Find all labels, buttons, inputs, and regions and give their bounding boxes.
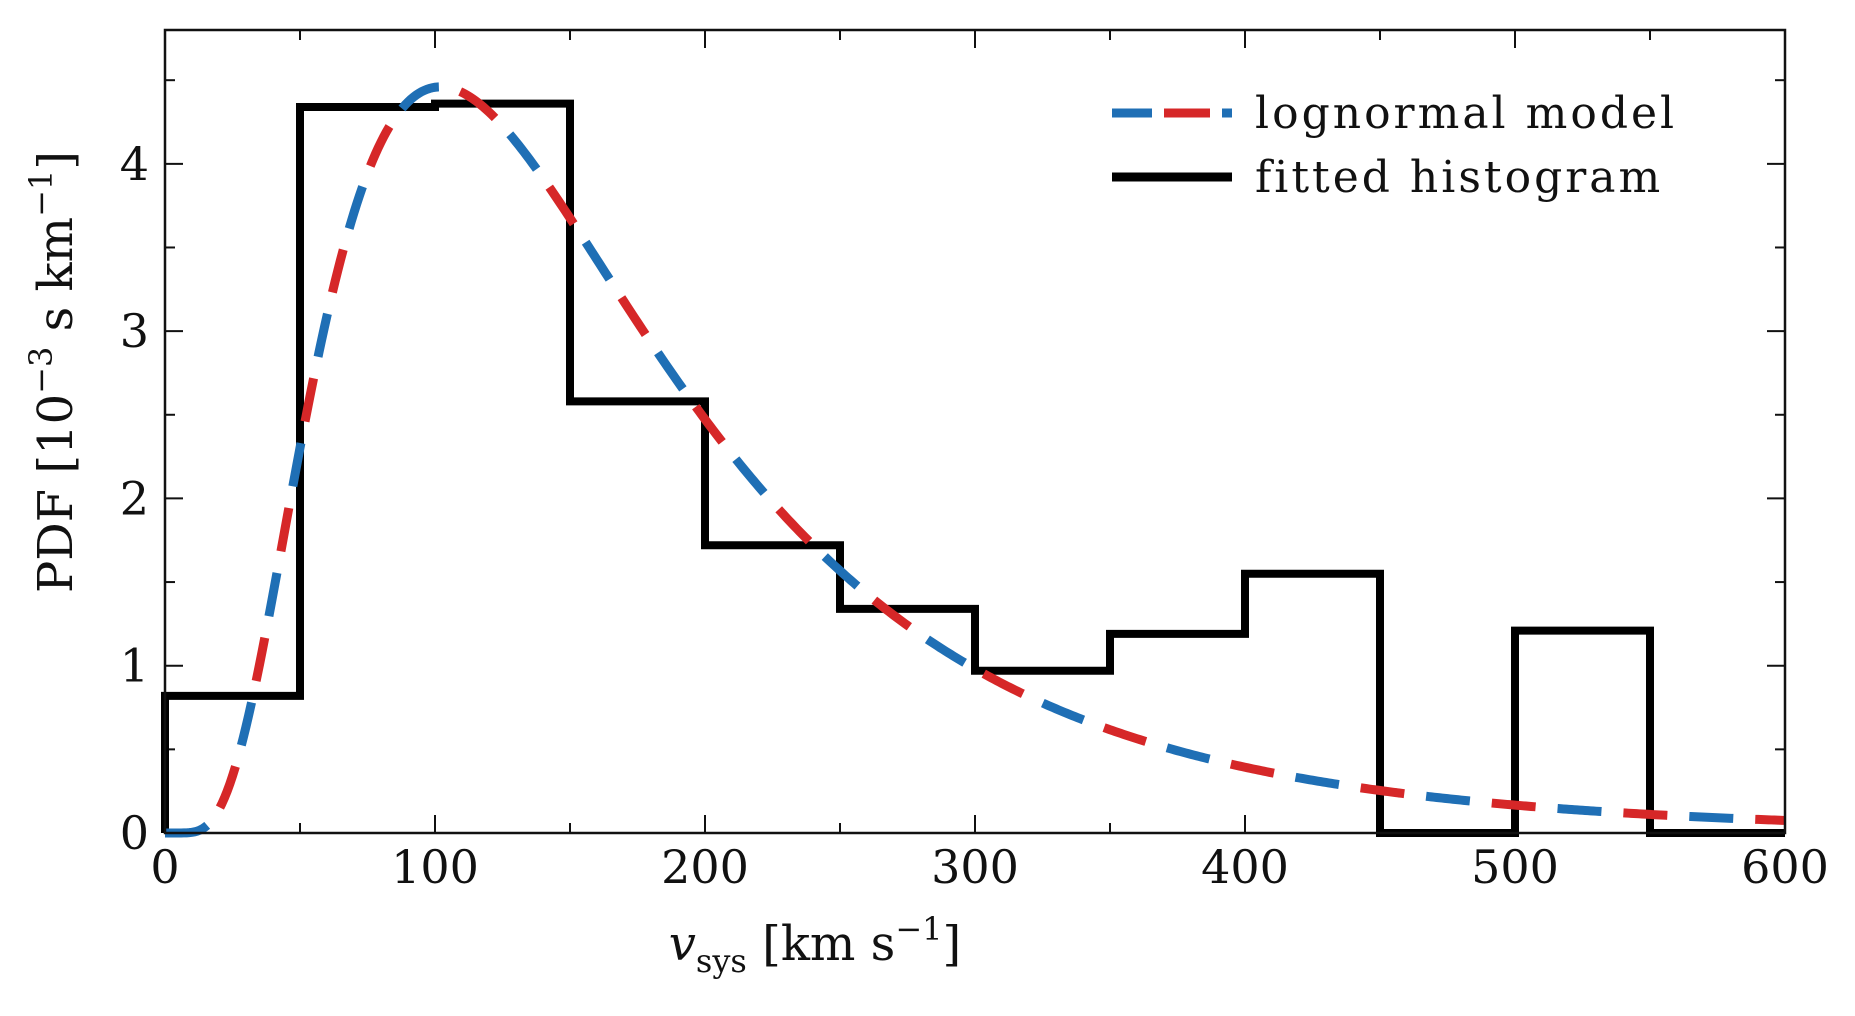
x-tick-label: 300 xyxy=(931,840,1019,894)
ticks-layer xyxy=(164,30,1786,834)
y-tick-label: 1 xyxy=(120,639,149,693)
x-tick-label: 200 xyxy=(661,840,749,894)
x-axis-label-var: v xyxy=(669,916,696,972)
plot-frame xyxy=(163,28,1787,835)
x-axis-label-sub: sys xyxy=(696,942,747,980)
y-axis-label-exp2: −1 xyxy=(22,170,60,217)
y-axis-label-prefix: PDF [10 xyxy=(28,394,84,593)
legend: lognormal model fitted histogram xyxy=(1112,88,1677,203)
x-axis-label-close: ] xyxy=(942,916,961,972)
x-axis-label-exp: −1 xyxy=(895,910,942,948)
lognormal-curve-red xyxy=(165,82,1786,838)
x-axis-label: vsys [km s−1] xyxy=(669,910,961,980)
y-axis-label-close: ] xyxy=(28,151,84,170)
x-axis-label-unit: [km s xyxy=(747,916,895,972)
y-tick-label: 2 xyxy=(120,471,149,525)
y-tick-label: 3 xyxy=(120,304,149,358)
y-tick-label: 4 xyxy=(120,137,149,191)
x-tick-label: 0 xyxy=(150,840,179,894)
legend-label-lognormal: lognormal model xyxy=(1255,88,1677,139)
x-tick-label: 100 xyxy=(391,840,479,894)
y-axis-label: PDF [10−3 s km−1] xyxy=(22,151,84,593)
x-tick-label: 600 xyxy=(1741,840,1829,894)
x-tick-label: 500 xyxy=(1471,840,1559,894)
lognormal-curve-blue xyxy=(165,82,1786,838)
y-axis-label-suffix: s km xyxy=(28,217,84,347)
y-axis-label-exp: −3 xyxy=(22,347,60,394)
histogram-step-line xyxy=(161,99,1785,837)
x-tick-label: 400 xyxy=(1201,840,1289,894)
y-tick-label: 0 xyxy=(120,806,149,860)
tick-labels-layer: 0 100 200 300 400 500 600 0 1 2 3 4 xyxy=(120,137,1829,894)
legend-label-histogram: fitted histogram xyxy=(1255,152,1663,203)
